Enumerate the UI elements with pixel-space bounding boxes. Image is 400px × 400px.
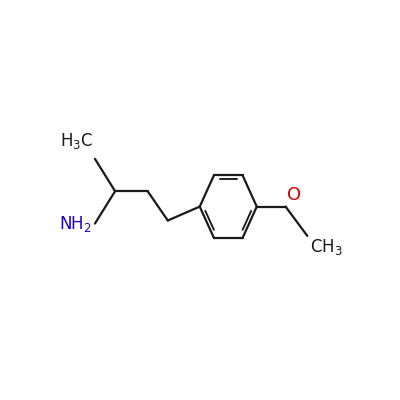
Text: CH$_3$: CH$_3$ <box>310 238 342 258</box>
Text: H$_3$C: H$_3$C <box>60 131 94 151</box>
Text: O: O <box>287 186 301 204</box>
Text: NH$_2$: NH$_2$ <box>59 214 92 234</box>
